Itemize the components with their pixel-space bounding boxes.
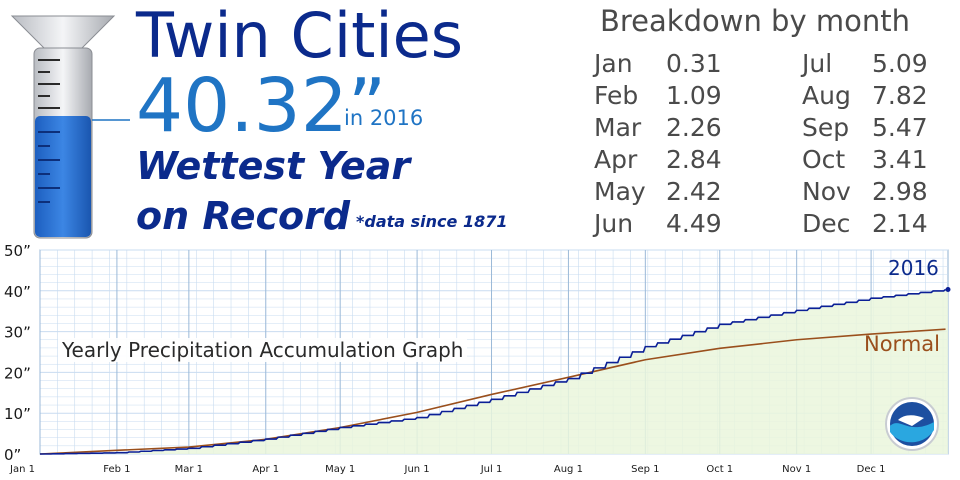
x-tick-label: Jul 1 [480,464,503,475]
observed-area-fill [40,289,948,454]
series-label-normal: Normal [864,332,940,356]
month-value-oct: 3.41 [872,145,928,174]
x-tick-label: Sep 1 [631,464,659,475]
month-name-jun: Jun [594,209,634,238]
month-value-apr: 2.84 [666,145,722,174]
x-tick-label: Apr 1 [252,464,279,475]
y-tick-label: 30” [4,324,31,342]
x-tick-label: Mar 1 [175,464,203,475]
total-precipitation: 40.32” [136,63,387,149]
city-title: Twin Cities [136,0,464,72]
headline-line-1: Wettest Year [136,144,411,188]
month-value-sep: 5.47 [872,113,928,142]
chart-title: Yearly Precipitation Accumulation Graph [58,338,468,362]
y-tick-label: 40” [4,283,31,301]
month-name-may: May [594,177,646,206]
month-value-jan: 0.31 [666,49,722,78]
month-name-jan: Jan [594,49,633,78]
month-value-nov: 2.98 [872,177,928,206]
month-value-jun: 4.49 [666,209,722,238]
month-name-feb: Feb [594,81,639,110]
series-2016-line [40,288,947,455]
month-value-jul: 5.09 [872,49,928,78]
x-tick-label: Dec 1 [857,464,886,475]
month-value-mar: 2.26 [666,113,722,142]
month-name-mar: Mar [594,113,642,142]
headline-line-2: on Record [136,194,351,238]
month-name-dec: Dec [802,209,851,238]
month-name-nov: Nov [802,177,851,206]
year-label: in 2016 [344,106,424,130]
x-tick-label: Jun 1 [404,464,430,475]
y-tick-label: 50” [4,242,31,260]
x-tick-label: May 1 [325,464,355,475]
month-name-jul: Jul [802,49,833,78]
series-label-2016: 2016 [888,256,939,280]
month-value-may: 2.42 [666,177,722,206]
x-tick-label: Oct 1 [706,464,733,475]
month-name-apr: Apr [594,145,638,174]
month-name-oct: Oct [802,145,846,174]
series-normal-line [39,328,946,455]
y-tick-label: 0” [4,446,21,464]
y-tick-label: 10” [4,405,31,423]
x-tick-label: Aug 1 [554,464,583,475]
series-2016-endpoint [945,286,951,292]
footnote-data-since: *data since 1871 [356,212,508,231]
x-tick-label: Feb 1 [103,464,130,475]
breakdown-title: Breakdown by month [600,4,910,38]
y-tick-label: 20” [4,364,31,382]
month-value-feb: 1.09 [666,81,722,110]
month-value-aug: 7.82 [872,81,928,110]
x-tick-label: Nov 1 [782,464,811,475]
x-tick-label: Jan 1 [9,464,35,475]
month-name-aug: Aug [802,81,851,110]
rain-gauge-icon [10,15,130,239]
month-name-sep: Sep [802,113,850,142]
month-value-dec: 2.14 [872,209,928,238]
noaa-logo [885,397,939,451]
